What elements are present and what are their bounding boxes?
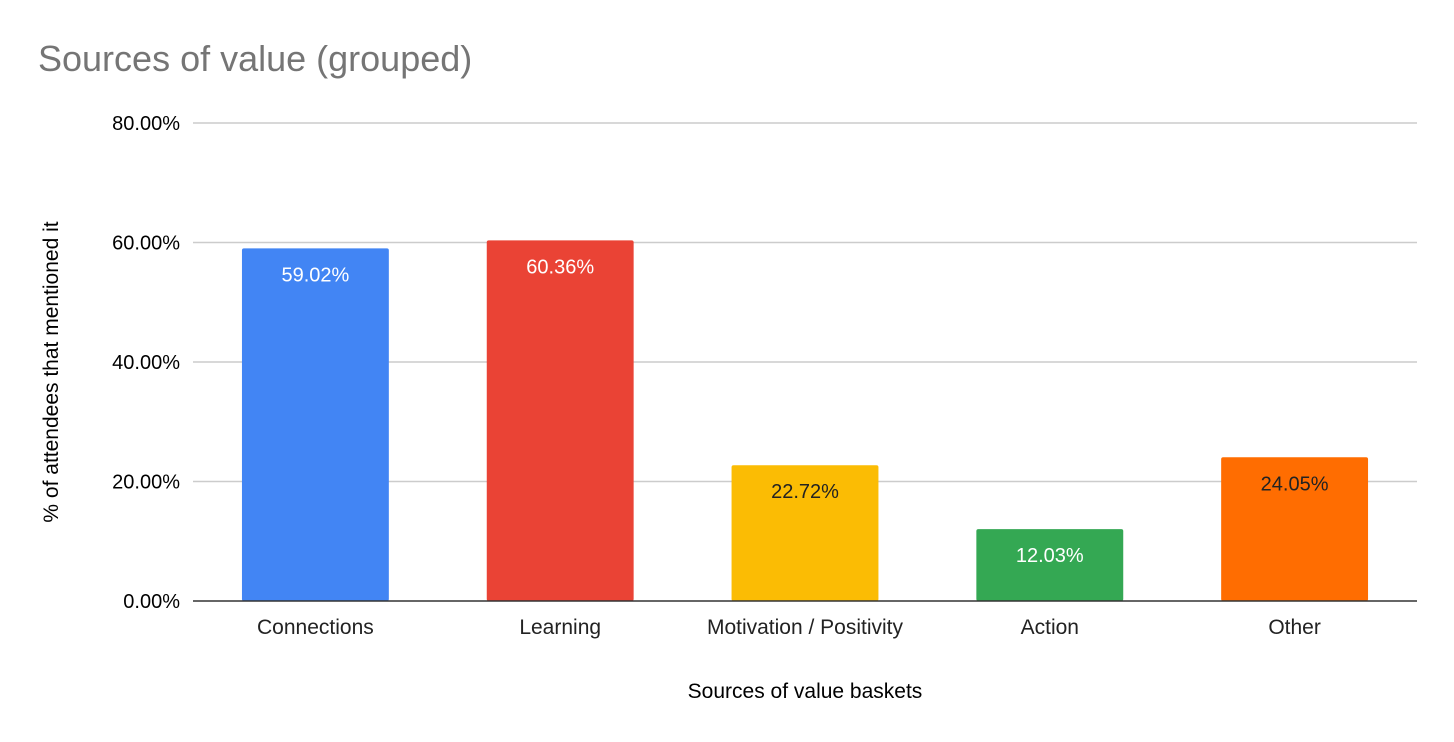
x-category-label: Motivation / Positivity xyxy=(707,616,904,639)
y-tick-label: 40.00% xyxy=(112,352,180,374)
y-tick-label: 0.00% xyxy=(123,591,180,613)
bar xyxy=(486,240,634,601)
y-axis-ticks: 0.00% 20.00% 40.00% 60.00% 80.00% xyxy=(112,113,180,613)
bar-data-label: 24.05% xyxy=(1261,473,1329,495)
bar-data-label: 12.03% xyxy=(1016,545,1084,567)
x-axis-categories: Connections Learning Motivation / Positivi… xyxy=(257,616,1321,639)
gridlines xyxy=(193,122,1417,483)
x-category-label: Connections xyxy=(257,616,374,639)
y-axis-title: % of attendees that mentioned it xyxy=(40,221,63,522)
bar-data-label: 22.72% xyxy=(771,481,839,503)
y-tick-label: 20.00% xyxy=(112,472,180,494)
bar xyxy=(241,248,389,601)
x-category-label: Action xyxy=(1021,616,1079,639)
chart-title: Sources of value (grouped) xyxy=(38,38,473,79)
bar-data-label: 59.02% xyxy=(281,264,349,286)
x-category-label: Other xyxy=(1268,616,1321,639)
bar-data-label: 60.36% xyxy=(526,256,594,278)
data-labels: 59.02% 60.36% 22.72% 12.03% 24.05% xyxy=(281,256,1328,567)
bars xyxy=(241,240,1369,601)
x-axis-title: Sources of value baskets xyxy=(688,680,923,703)
bar xyxy=(731,465,879,601)
x-category-label: Learning xyxy=(519,616,601,639)
y-tick-label: 80.00% xyxy=(112,113,180,135)
bar xyxy=(976,529,1124,601)
bar xyxy=(1221,457,1369,601)
y-tick-label: 60.00% xyxy=(112,233,180,255)
